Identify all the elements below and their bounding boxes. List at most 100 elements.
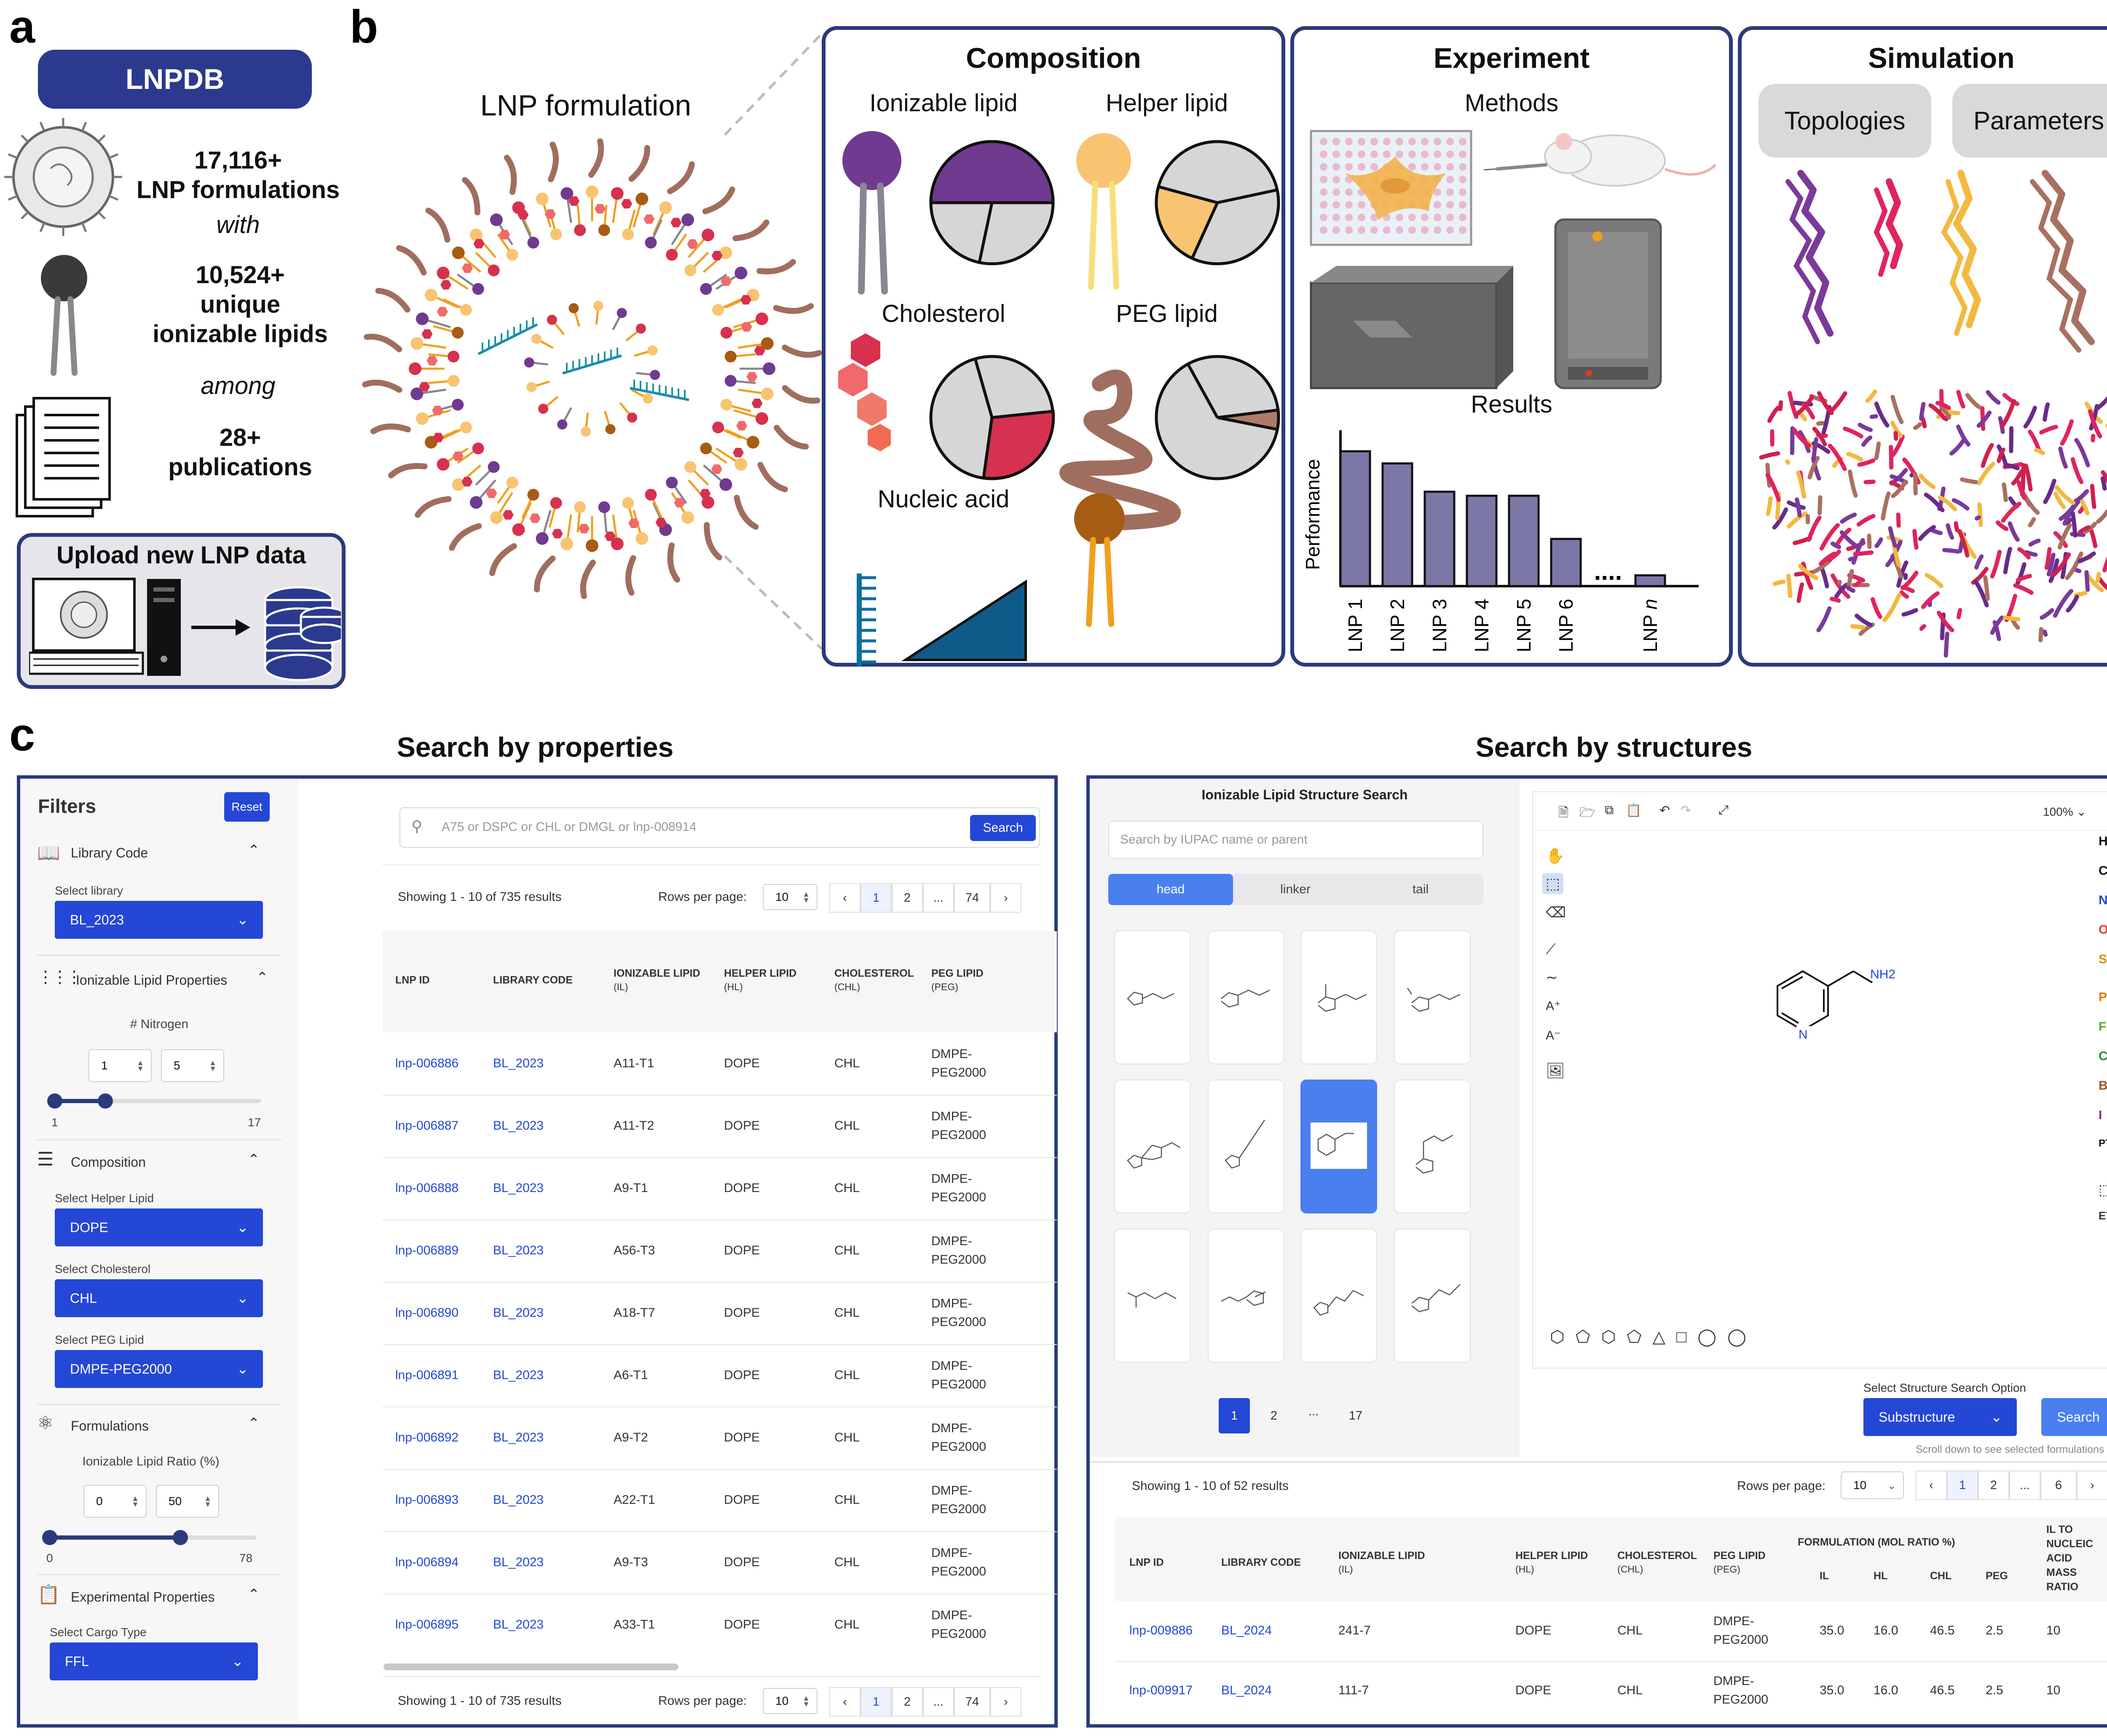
table-column-header[interactable]: PEG LIPID (PEG) (1713, 1549, 1766, 1576)
pager-page-bottom[interactable]: 1 (860, 1687, 892, 1717)
pager-prev-bottom[interactable]: ‹ (829, 1687, 860, 1717)
nitrogen-max-input[interactable]: 5 ▲ ▼ (161, 1049, 224, 1082)
structure-pager-page[interactable]: 1 (1947, 1471, 1978, 1500)
table-cell-link[interactable]: lnp-006893 (395, 1493, 459, 1507)
table-column-header[interactable]: CHOLESTEROL (CHL) (1617, 1549, 1697, 1576)
table-column-header[interactable]: CHOLESTEROL (CHL) (834, 967, 914, 994)
ring-templates[interactable]: ⬡⬠⬡⬠△□◯◯ (1550, 1328, 1757, 1346)
table-cell-link[interactable]: BL_2024 (1221, 1623, 1272, 1637)
tab-tail[interactable]: tail (1412, 882, 1429, 896)
cargo-select[interactable]: FFL ⌄ (50, 1642, 258, 1680)
il-properties-heading[interactable]: Ionizable Lipid Properties (76, 972, 228, 988)
il-ratio-slider-max-handle[interactable] (173, 1530, 188, 1545)
table-cell-link[interactable]: BL_2023 (493, 1056, 544, 1070)
layout-icon[interactable]: ⤢ (1718, 803, 1729, 817)
element-p-button[interactable]: P (2099, 990, 2107, 1004)
library-select[interactable]: BL_2023 ⌄ (55, 901, 263, 939)
head-group-card[interactable] (1208, 930, 1284, 1064)
paste-icon[interactable]: 📋 (1626, 804, 1642, 817)
table-cell-link[interactable]: BL_2023 (493, 1493, 544, 1507)
structure-search-button[interactable]: Search (2041, 1398, 2107, 1436)
formulation-column-header[interactable]: PEG (1986, 1570, 2008, 1582)
horizontal-scrollbar[interactable] (383, 1664, 678, 1670)
formulation-column-header[interactable]: CHL (1930, 1570, 1952, 1582)
table-column-header[interactable]: LIBRARY CODE (493, 973, 573, 987)
table-column-header[interactable]: HELPER LIPID (HL) (1515, 1549, 1588, 1576)
spinner-icon[interactable]: ▲ ▼ (131, 1494, 139, 1508)
table-cell-link[interactable]: lnp-006886 (395, 1056, 459, 1070)
structure-pager-page[interactable]: 6 (2040, 1471, 2077, 1500)
head-group-card[interactable] (1300, 930, 1377, 1064)
structure-pager-page[interactable]: ... (2009, 1471, 2040, 1500)
head-group-card[interactable] (1394, 1080, 1471, 1214)
il-ratio-max-input[interactable]: 50 ▲ ▼ (156, 1485, 219, 1518)
atom-label-icon[interactable]: ⬚ (2099, 1182, 2107, 1198)
table-cell-link[interactable]: lnp-006890 (395, 1306, 459, 1320)
formulations-heading[interactable]: Formulations (71, 1418, 149, 1433)
table-column-header[interactable]: HELPER LIPID (HL) (724, 967, 796, 994)
charge-minus-icon[interactable]: A⁻ (1546, 1029, 1561, 1042)
spinner-icon[interactable]: ▲ ▼ (204, 1494, 212, 1508)
pager-prev-top[interactable]: ‹ (829, 883, 860, 913)
chevron-up-icon[interactable]: ⌃ (248, 1152, 260, 1168)
peg-lipid-select[interactable]: DMPE-PEG2000 ⌄ (55, 1350, 263, 1388)
table-cell-link[interactable]: lnp-006894 (395, 1555, 459, 1569)
composition-heading[interactable]: Composition (71, 1155, 146, 1170)
structure-page[interactable]: 17 (1348, 1409, 1363, 1423)
table-cell-link[interactable]: BL_2023 (493, 1555, 544, 1569)
redo-icon[interactable]: ↷ (1681, 804, 1691, 817)
pager-next-bottom[interactable]: › (990, 1687, 1021, 1717)
table-cell-link[interactable]: BL_2024 (1221, 1683, 1272, 1697)
head-group-card[interactable] (1114, 930, 1191, 1064)
table-cell-link[interactable]: BL_2023 (493, 1243, 544, 1257)
table-cell-link[interactable]: BL_2023 (493, 1306, 544, 1320)
element-c-button[interactable]: C (2099, 864, 2107, 878)
formulation-column-header[interactable]: HL (1874, 1570, 1888, 1582)
structure-pager-prev[interactable]: ‹ (1916, 1471, 1947, 1500)
cholesterol-select[interactable]: CHL ⌄ (55, 1279, 263, 1317)
table-cell-link[interactable]: BL_2023 (493, 1618, 544, 1632)
table-cell-link[interactable]: BL_2023 (493, 1368, 544, 1382)
table-cell-link[interactable]: lnp-006892 (395, 1431, 459, 1444)
pager-page-bottom[interactable]: 2 (892, 1687, 923, 1717)
chevron-up-icon[interactable]: ⌃ (248, 1415, 260, 1431)
pager-page-bottom[interactable]: 74 (954, 1687, 990, 1717)
spinner-icon[interactable]: ▲ ▼ (209, 1058, 217, 1073)
rows-per-page-select-bottom[interactable]: 10 ▲ ▼ (763, 1688, 818, 1714)
chevron-up-icon[interactable]: ⌃ (248, 1586, 260, 1602)
chevron-up-icon[interactable]: ⌃ (256, 970, 268, 986)
extended-table-icon[interactable]: ET (2099, 1209, 2107, 1222)
head-group-card[interactable] (1114, 1229, 1191, 1363)
table-cell-link[interactable]: lnp-006888 (395, 1181, 459, 1195)
structure-rows-per-page-select[interactable]: 10 ⌄ (1841, 1471, 1904, 1499)
table-column-header[interactable]: LNP ID (1129, 1556, 1164, 1569)
new-file-icon[interactable]: 🗎 (1558, 806, 1569, 820)
pager-page-top[interactable]: 1 (860, 883, 892, 913)
pager-next-top[interactable]: › (990, 883, 1021, 913)
head-group-card[interactable] (1394, 930, 1471, 1064)
select-icon[interactable]: ⬚ (1546, 875, 1560, 892)
head-group-card[interactable] (1394, 1229, 1471, 1363)
eraser-icon[interactable]: ⌫ (1546, 905, 1566, 921)
element-br-button[interactable]: Br (2099, 1079, 2107, 1093)
head-group-card[interactable] (1208, 1229, 1284, 1363)
rows-per-page-select-top[interactable]: 10 ▲ ▼ (763, 884, 818, 910)
table-cell-link[interactable]: lnp-006895 (395, 1618, 459, 1632)
element-o-button[interactable]: O (2099, 923, 2107, 937)
upload-box[interactable]: Upload new LNP data (17, 533, 346, 689)
element-pt-button[interactable]: PT (2099, 1138, 2107, 1149)
image-icon[interactable]: 🖼 (1546, 1062, 1565, 1079)
structure-page[interactable]: ... (1308, 1404, 1319, 1418)
structure-page[interactable]: 2 (1270, 1409, 1278, 1423)
reset-button[interactable]: Reset (224, 792, 270, 822)
library-code-heading[interactable]: Library Code (71, 845, 148, 860)
zoom-level[interactable]: 100% ⌄ (2043, 805, 2086, 818)
pager-page-top[interactable]: 2 (892, 883, 923, 913)
table-column-header[interactable]: IONIZABLE LIPID (IL) (614, 967, 700, 994)
table-cell-link[interactable]: BL_2023 (493, 1181, 544, 1195)
table-column-header[interactable]: IONIZABLE LIPID (IL) (1338, 1549, 1425, 1576)
table-cell-link[interactable]: BL_2023 (493, 1119, 544, 1133)
head-group-card[interactable] (1300, 1229, 1377, 1363)
nitrogen-slider-max-handle[interactable] (98, 1093, 113, 1109)
element-h-button[interactable]: H (2099, 834, 2107, 848)
